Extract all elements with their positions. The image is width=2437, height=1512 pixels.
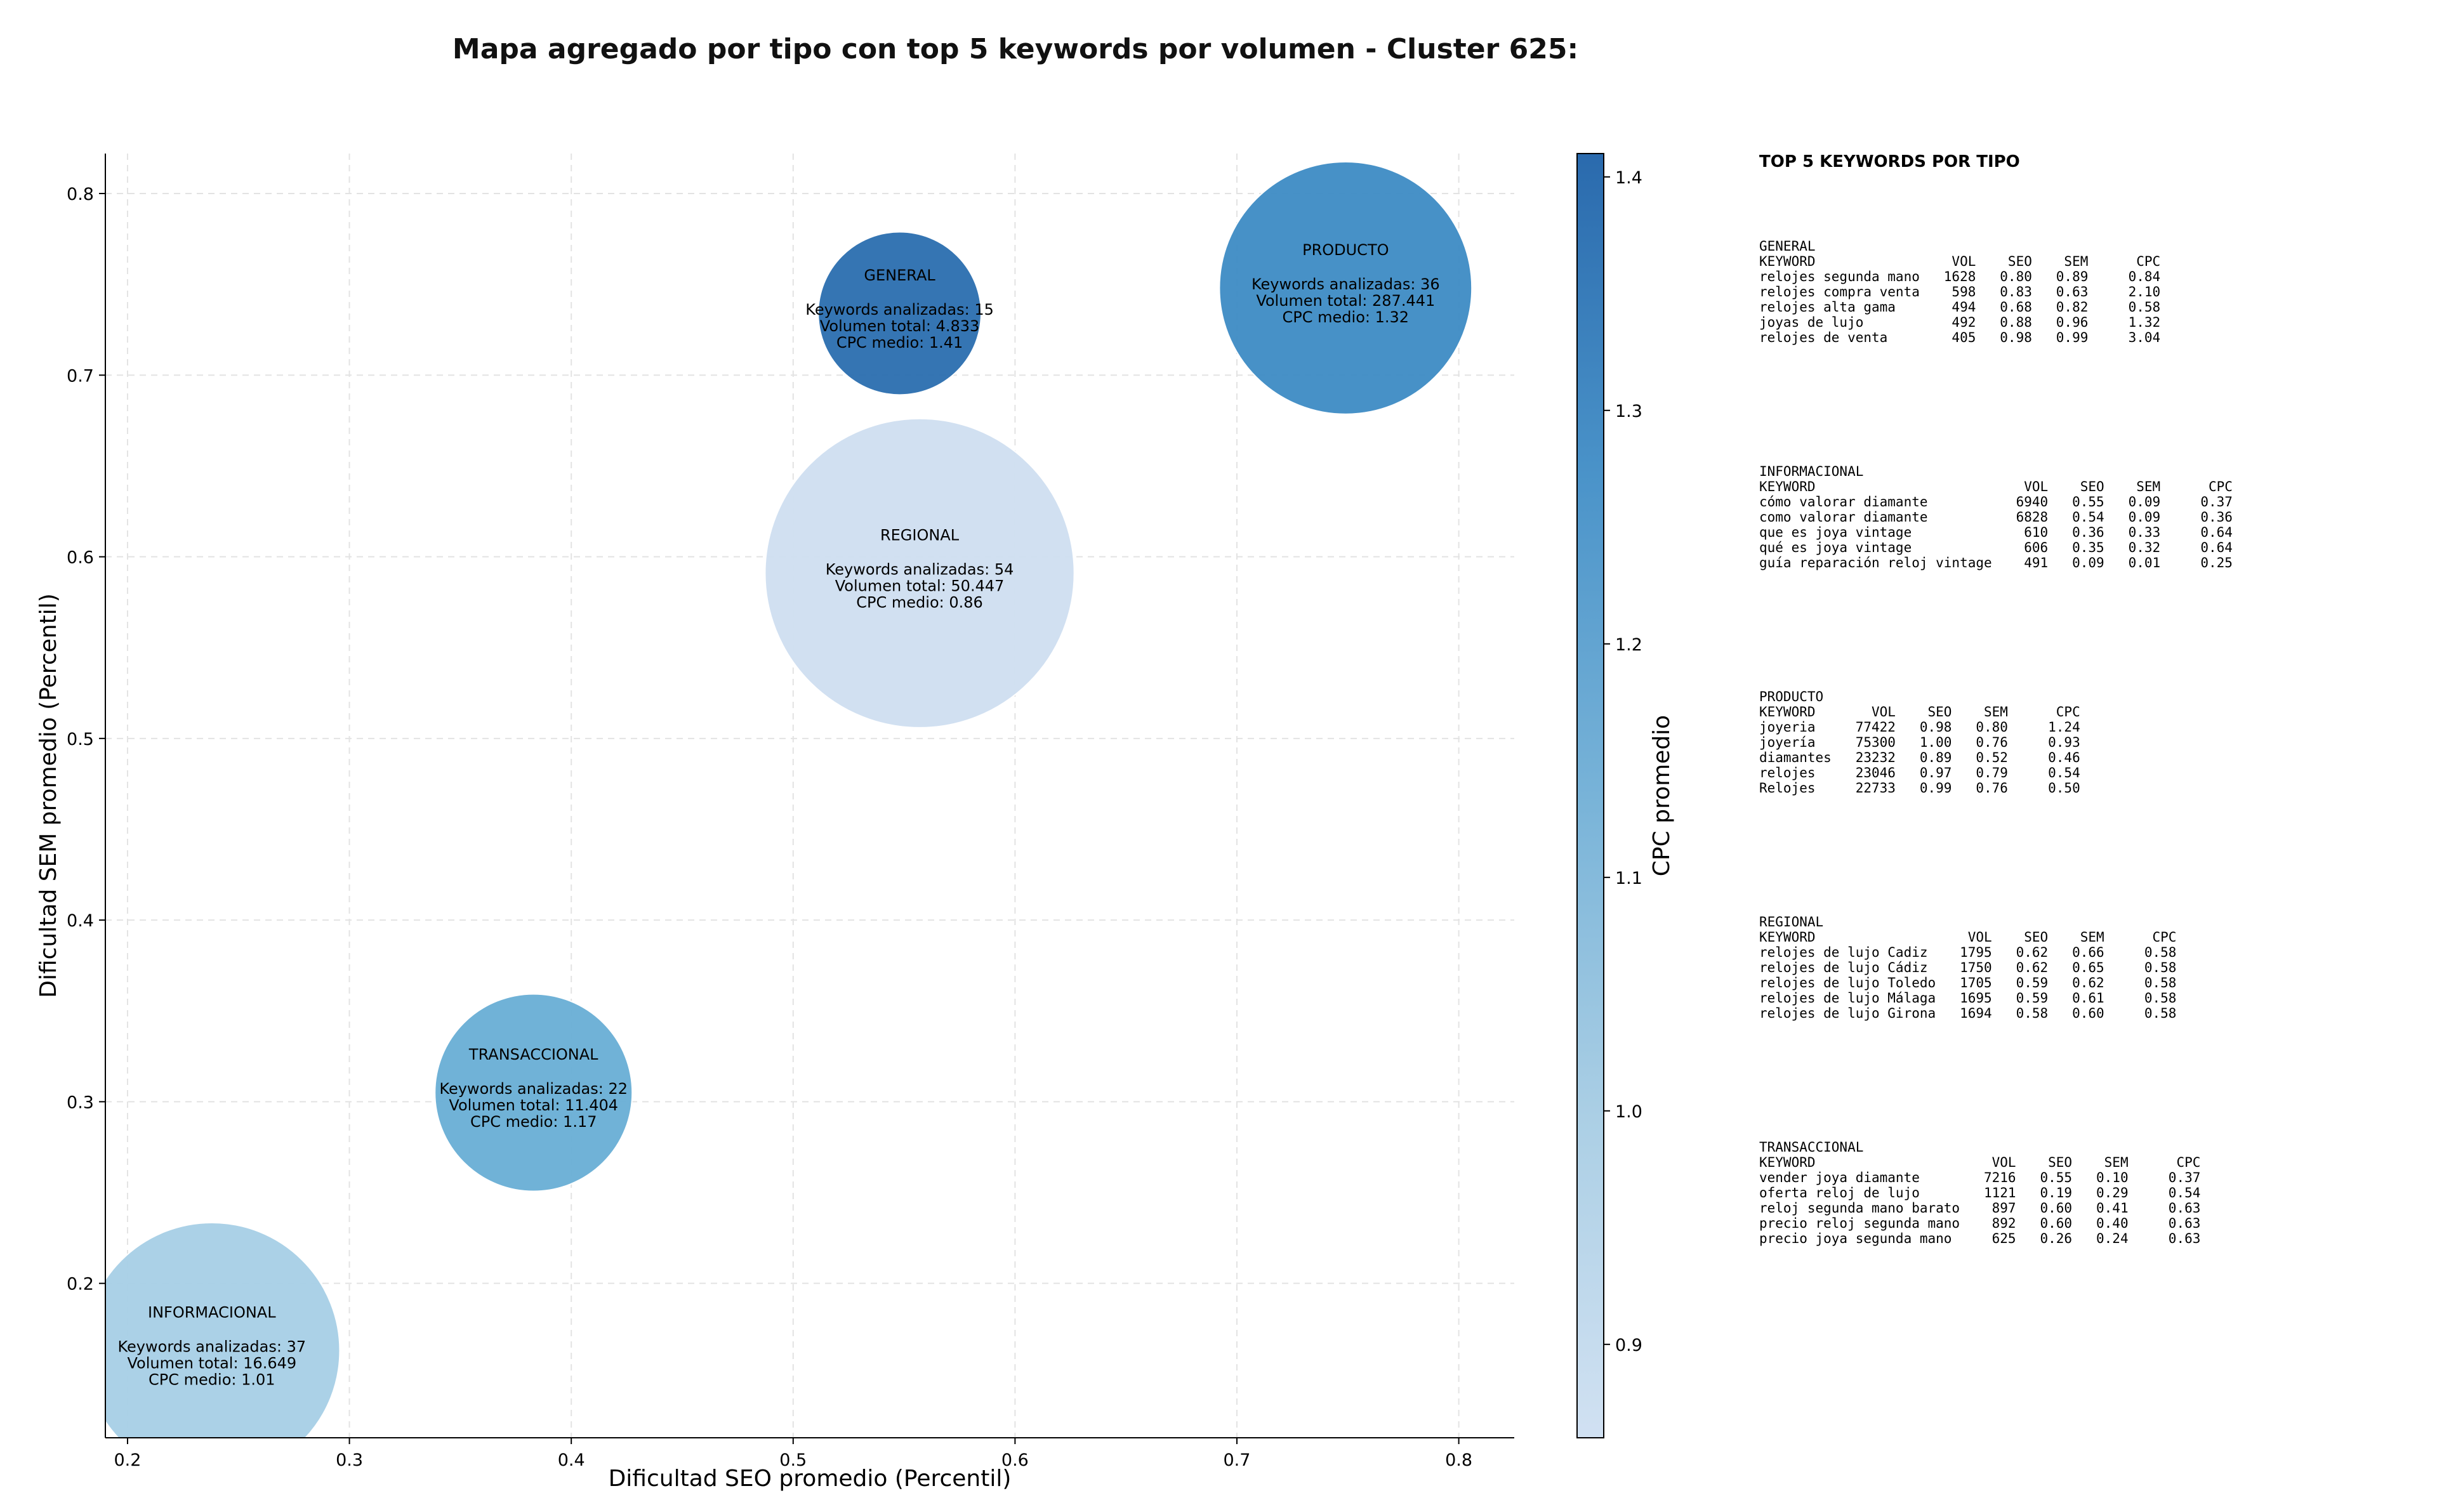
colorbar-tick-label: 1.4 [1615, 168, 1642, 188]
top5-keyword-row: precio joya segunda mano 625 0.26 0.24 0… [1759, 1231, 2201, 1246]
top5-keyword-row: relojes de lujo Málaga 1695 0.59 0.61 0.… [1759, 990, 2177, 1006]
colorbar-tick-label: 1.3 [1615, 402, 1642, 421]
top5-keyword-row: qué es joya vintage 606 0.35 0.32 0.64 [1759, 540, 2233, 555]
bubble-regional [764, 417, 1075, 728]
y-axis-label: Dificultad SEM promedio (Percentil) [36, 593, 62, 998]
colorbar-gradient [1576, 153, 1604, 1438]
bubble-transaccional [434, 993, 633, 1192]
chart-title: Mapa agregado por tipo con top 5 keyword… [452, 33, 1579, 65]
top5-keyword-row: relojes de lujo Girona 1694 0.58 0.60 0.… [1759, 1006, 2177, 1021]
top5-heading: TOP 5 KEYWORDS POR TIPO [1759, 152, 2020, 171]
bubble-label-volume: Volumen total: 16.649 [127, 1355, 296, 1372]
bubble-label-keywords: Keywords analizadas: 15 [805, 301, 994, 319]
top5-header-row: KEYWORD VOL SEO SEM CPC [1759, 479, 2233, 494]
bubble-label-cpc: CPC medio: 1.17 [470, 1113, 597, 1131]
top5-keyword-row: relojes de venta 405 0.98 0.99 3.04 [1759, 330, 2161, 345]
top5-header-row: KEYWORD VOL SEO SEM CPC [1759, 254, 2161, 269]
top5-header-row: KEYWORD VOL SEO SEM CPC [1759, 1155, 2201, 1170]
top5-keyword-row: cómo valorar diamante 6940 0.55 0.09 0.3… [1759, 494, 2233, 509]
top5-keyword-row: que es joya vintage 610 0.36 0.33 0.64 [1759, 525, 2233, 540]
colorbar-label: CPC promedio [1649, 715, 1675, 876]
bubble-label-keywords: Keywords analizadas: 54 [826, 560, 1014, 578]
top5-keyword-row: relojes alta gama 494 0.68 0.82 0.58 [1759, 299, 2161, 315]
bubble-label-cpc: CPC medio: 1.01 [149, 1371, 275, 1389]
top5-keyword-row: guía reparación reloj vintage 491 0.09 0… [1759, 555, 2233, 570]
top5-block-title: REGIONAL [1759, 914, 1824, 930]
bubble-label-name: PRODUCTO [1302, 241, 1389, 259]
axes: 0.2 0.3 0.4 0.5 0.6 0.7 0.8 0.2 0.3 0.4 0.5 0.6 0.7 0… [36, 154, 1514, 1492]
bubble-label-cpc: CPC medio: 1.41 [836, 334, 963, 352]
top5-keyword-row: relojes compra venta 598 0.83 0.63 2.10 [1759, 284, 2161, 299]
x-tick-label: 0.8 [1445, 1450, 1472, 1470]
x-tick-label: 0.2 [114, 1450, 141, 1470]
top5-blocks: GENERAL KEYWORD VOL SEO SEM CPC relojes se… [1759, 239, 2419, 1365]
top5-keywords-panel: TOP 5 KEYWORDS POR TIPO GENERAL KEYWORD V… [1759, 152, 2419, 1365]
top5-keyword-row: oferta reloj de lujo 1121 0.19 0.29 0.54 [1759, 1185, 2201, 1200]
y-tick-label: 0.2 [67, 1275, 94, 1294]
bubble-producto [1218, 161, 1473, 415]
top5-keyword-row: joyería 75300 1.00 0.76 0.93 [1759, 735, 2080, 750]
bubble-label-keywords: Keywords analizadas: 22 [439, 1080, 628, 1098]
top5-block-informacional: INFORMACIONAL KEYWORD VOL SEO SEM CPC cómo… [1759, 464, 2419, 689]
top5-block-general: GENERAL KEYWORD VOL SEO SEM CPC relojes se… [1759, 239, 2419, 464]
top5-keyword-row: relojes 23046 0.97 0.79 0.54 [1759, 765, 2080, 780]
top5-block-transaccional: TRANSACCIONAL KEYWORD VOL SEO SEM CPC vend… [1759, 1140, 2419, 1365]
top5-block-regional: REGIONAL KEYWORD VOL SEO SEM CPC relojes d… [1759, 914, 2419, 1140]
bubble-label-keywords: Keywords analizadas: 36 [1252, 275, 1440, 293]
y-tick-label: 0.3 [67, 1093, 94, 1112]
x-tick-label: 0.3 [336, 1450, 363, 1470]
colorbar-tick-label: 1.2 [1615, 635, 1642, 655]
y-tick-label: 0.7 [67, 366, 94, 386]
bubble-informacional [105, 1222, 341, 1438]
top5-keyword-row: relojes de lujo Cadiz 1795 0.62 0.66 0.5… [1759, 945, 2177, 960]
x-tick-label: 0.5 [779, 1450, 807, 1470]
x-tick-label: 0.6 [1001, 1450, 1029, 1470]
x-tick-label: 0.7 [1224, 1450, 1251, 1470]
grid-lines [105, 154, 1514, 1438]
bubble-label-cpc: CPC medio: 1.32 [1283, 308, 1410, 326]
top5-keyword-row: precio reloj segunda mano 892 0.60 0.40 … [1759, 1216, 2201, 1231]
colorbar-tick-label: 1.0 [1615, 1102, 1642, 1122]
colorbar-tick-label: 1.1 [1615, 869, 1642, 888]
colorbar-tick-label: 0.9 [1615, 1336, 1642, 1355]
y-tick-label: 0.6 [67, 548, 94, 568]
top5-keyword-row: relojes de lujo Toledo 1705 0.59 0.62 0.… [1759, 975, 2177, 990]
top5-keyword-row: joyeria 77422 0.98 0.80 1.24 [1759, 720, 2080, 735]
top5-keyword-row: relojes segunda mano 1628 0.80 0.89 0.84 [1759, 269, 2161, 284]
bubble-label-name: REGIONAL [880, 526, 960, 544]
top5-keyword-row: como valorar diamante 6828 0.54 0.09 0.3… [1759, 509, 2233, 525]
top5-block-title: GENERAL [1759, 239, 1816, 254]
bubble-label-name: INFORMACIONAL [148, 1304, 276, 1322]
bubble-label-name: GENERAL [864, 266, 935, 284]
top5-keyword-row: diamantes 23232 0.89 0.52 0.46 [1759, 750, 2080, 765]
bubble-label-keywords: Keywords analizadas: 37 [118, 1338, 307, 1356]
x-axis-label: Dificultad SEO promedio (Percentil) [609, 1466, 1012, 1492]
top5-block-title: TRANSACCIONAL [1759, 1140, 1864, 1155]
bubble-label-name: TRANSACCIONAL [468, 1046, 598, 1063]
bubble-label-volume: Volumen total: 4.833 [820, 317, 979, 335]
top5-block-producto: PRODUCTO KEYWORD VOL SEO SEM CPC joyeria 7… [1759, 689, 2419, 914]
top5-block-title: PRODUCTO [1759, 689, 1824, 704]
top5-keyword-row: joyas de lujo 492 0.88 0.96 1.32 [1759, 315, 2161, 330]
bubble-label-cpc: CPC medio: 0.86 [856, 593, 983, 611]
y-tick-label: 0.8 [67, 185, 94, 204]
bubble-label-volume: Volumen total: 287.441 [1256, 292, 1435, 310]
top5-keyword-row: reloj segunda mano barato 897 0.60 0.41 … [1759, 1200, 2201, 1216]
y-tick-label: 0.5 [67, 730, 94, 749]
top5-block-title: INFORMACIONAL [1759, 464, 1864, 479]
top5-keyword-row: Relojes 22733 0.99 0.76 0.50 [1759, 780, 2080, 796]
bubble-label-volume: Volumen total: 50.447 [835, 577, 1005, 595]
top5-keyword-row: vender joya diamante 7216 0.55 0.10 0.37 [1759, 1170, 2201, 1185]
bubble-label-volume: Volumen total: 11.404 [449, 1096, 618, 1114]
top5-keyword-row: relojes de lujo Cádiz 1750 0.62 0.65 0.5… [1759, 960, 2177, 975]
colorbar: 0.9 1.0 1.1 1.2 1.3 1.4 CPC promedio [1576, 153, 1675, 1438]
x-tick-label: 0.4 [558, 1450, 585, 1470]
top5-header-row: KEYWORD VOL SEO SEM CPC [1759, 704, 2080, 720]
y-tick-label: 0.4 [67, 911, 94, 931]
bubble-general [817, 231, 982, 396]
top5-header-row: KEYWORD VOL SEO SEM CPC [1759, 930, 2177, 945]
